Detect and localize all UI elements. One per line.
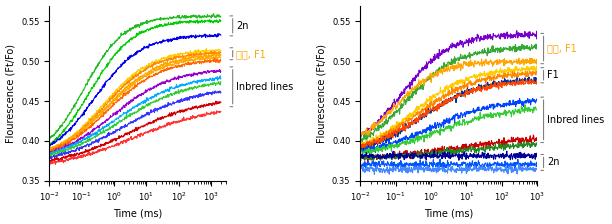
Text: Inbred lines: Inbred lines	[547, 115, 604, 125]
Text: 설향, F1: 설향, F1	[236, 49, 266, 59]
Text: 설향, F1: 설향, F1	[547, 43, 577, 54]
X-axis label: Time (ms): Time (ms)	[424, 209, 474, 218]
Y-axis label: Flourescence (Ft/Fo): Flourescence (Ft/Fo)	[316, 44, 326, 143]
Y-axis label: Flourescence (Ft/Fo): Flourescence (Ft/Fo)	[6, 44, 15, 143]
Text: 2n: 2n	[236, 21, 248, 31]
Text: F1: F1	[547, 70, 559, 80]
X-axis label: Time (ms): Time (ms)	[113, 209, 163, 218]
Text: Inbred lines: Inbred lines	[236, 82, 294, 92]
Text: 2n: 2n	[547, 157, 559, 168]
